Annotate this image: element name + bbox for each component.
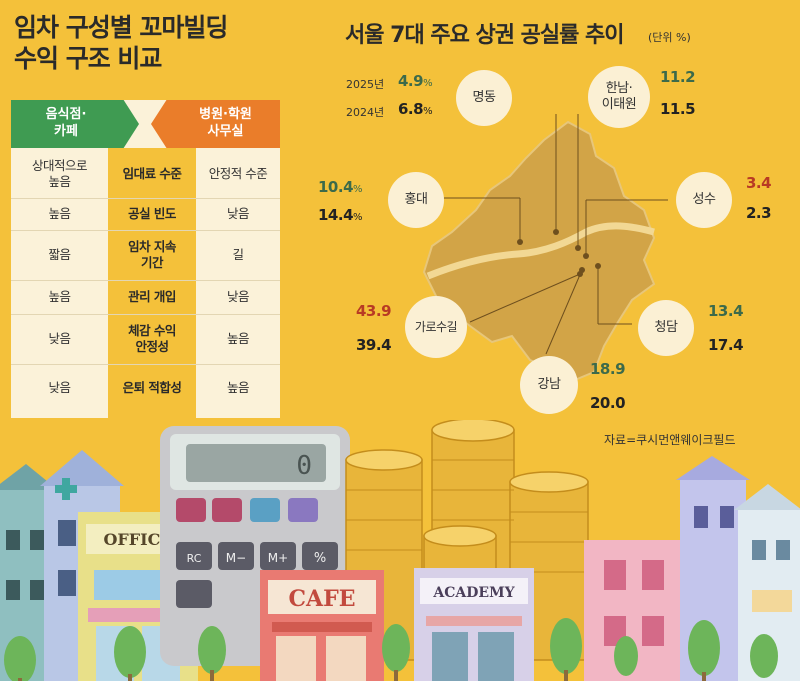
seongsu-2025-value: 3.4: [746, 174, 772, 192]
key-percent: %: [314, 551, 326, 566]
row-right-value: 안정적 수준: [208, 166, 268, 181]
area-cheongdam: 청담: [638, 300, 694, 356]
row-criterion: 임대료 수준: [122, 166, 182, 181]
garosugil-2025-value: 43.9: [356, 302, 392, 320]
table-row: 상대적으로 높음 임대료 수준 안정적 수준: [11, 152, 280, 196]
area-myeongdong: 명동: [456, 70, 512, 126]
key-rc: RC: [187, 552, 202, 565]
tree-trunks: [18, 670, 706, 681]
left-title: 임차 구성별 꼬마빌딩 수익 구조 비교: [14, 12, 228, 74]
row-criterion: 공실 빈도: [128, 206, 176, 221]
myeongdong-2025-value: 4.9%: [398, 72, 433, 90]
calculator-display: 0: [296, 451, 312, 481]
seongsu-2024-value: 2.3: [746, 204, 772, 222]
table-row: 높음 공실 빈도 낮음: [11, 200, 280, 228]
cafe-building: CAFE: [260, 570, 384, 681]
row-criterion: 관리 개입: [128, 289, 176, 304]
academy-sign: ACADEMY: [432, 585, 515, 601]
row-left-value: 높음: [48, 289, 71, 304]
gangnam-2025-value: 18.9: [590, 360, 626, 378]
header-left-line2: 카페: [54, 124, 78, 139]
row-right-value: 높음: [226, 331, 250, 346]
hannam-2025-value: 11.2: [660, 68, 696, 86]
row-left-value: 낮음: [48, 331, 71, 346]
seoul-map: [422, 114, 668, 384]
table-row: 높음 관리 개입 낮음: [11, 282, 280, 312]
header-hospital-academy-office: 병원·학원 사무실: [151, 100, 280, 148]
cafe-sign: CAFE: [289, 586, 356, 612]
key-m-plus: M+: [268, 551, 288, 565]
header-left-line1: 음식점·: [45, 107, 87, 122]
location-dots: [517, 229, 601, 277]
area-hannam-itaewon: 한남· 이태원: [588, 66, 650, 128]
city-illustration: OFFICE 0 RC M− M+ %: [0, 420, 800, 681]
key-m-minus: M−: [226, 551, 246, 565]
right-title: 서울 7대 주요 상권 공실률 추이: [345, 23, 624, 48]
year-2025-label: 2025년: [346, 78, 385, 91]
header-restaurant-cafe: 음식점· 카페: [11, 100, 139, 148]
trees: [4, 618, 778, 681]
left-title-line2: 수익 구조 비교: [14, 44, 162, 73]
row-criterion: 체감 수익 안정성: [128, 323, 176, 354]
hongdae-2025-value: 10.4%: [318, 178, 363, 196]
table-row: 낮음 은퇴 적합성 높음: [11, 368, 280, 408]
row-left-value: 상대적으로 높음: [31, 158, 88, 189]
row-left-value: 짧음: [48, 247, 71, 262]
cheongdam-2024-value: 17.4: [708, 336, 744, 354]
area-gangnam: 강남: [520, 356, 578, 414]
row-divider: [11, 280, 280, 281]
row-right-value: 낮음: [226, 289, 250, 304]
row-divider: [11, 230, 280, 231]
source-note: 자료=쿠시먼앤웨이크필드: [604, 433, 736, 447]
area-garosugil: 가로수길: [405, 296, 467, 358]
row-divider: [11, 314, 280, 315]
year-2024-label: 2024년: [346, 106, 385, 119]
header-right-line2: 사무실: [207, 124, 244, 139]
coin-ridges: [346, 459, 588, 573]
office-sign: OFFICE: [103, 530, 172, 549]
table-row: 짧음 임차 지속 기간 길: [11, 232, 280, 278]
garosugil-2024-value: 39.4: [356, 336, 392, 354]
leader-lines: [444, 114, 668, 355]
row-divider: [11, 364, 280, 365]
row-right-value: 낮음: [226, 206, 250, 221]
han-river: [426, 222, 655, 280]
row-left-value: 낮음: [48, 380, 71, 395]
myeongdong-2024-value: 6.8%: [398, 100, 433, 118]
header-right-line1: 병원·학원: [199, 107, 252, 122]
row-right-value: 길: [232, 247, 244, 262]
row-right-value: 높음: [226, 380, 250, 395]
table-row: 낮음 체감 수익 안정성 높음: [11, 316, 280, 362]
row-criterion: 은퇴 적합성: [122, 380, 182, 395]
row-criterion: 임차 지속 기간: [128, 239, 176, 270]
criteria-column: [108, 148, 196, 418]
unit-label: (단위 %): [648, 31, 691, 44]
row-left-value: 높음: [48, 206, 71, 221]
academy-building: ACADEMY: [414, 568, 534, 681]
row-divider: [11, 198, 280, 199]
hannam-2024-value: 11.5: [660, 100, 696, 118]
cheongdam-2025-value: 13.4: [708, 302, 744, 320]
area-seongsu: 성수: [676, 172, 732, 228]
left-title-line1: 임차 구성별 꼬마빌딩: [14, 13, 228, 42]
hongdae-2024-value: 14.4%: [318, 206, 363, 224]
area-hongdae: 홍대: [388, 172, 444, 228]
gangnam-2024-value: 20.0: [590, 394, 626, 412]
